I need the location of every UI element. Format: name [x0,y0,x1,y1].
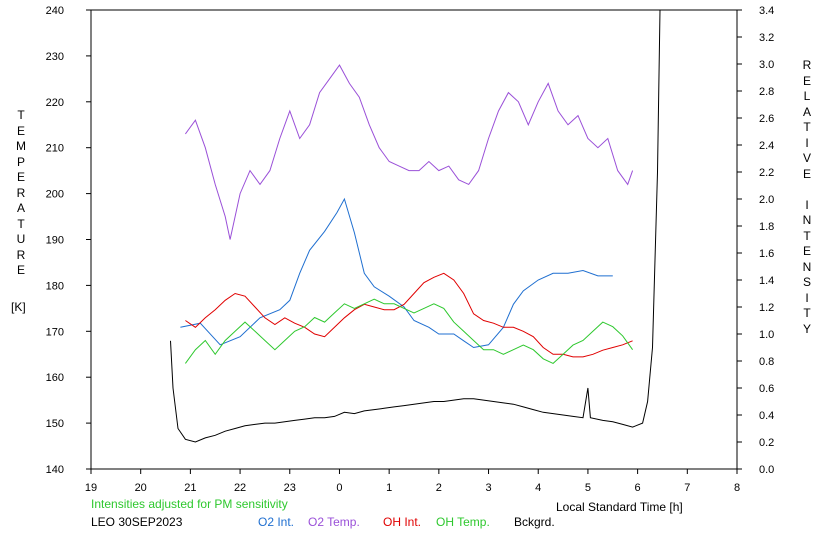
y-left-tick-label: 230 [46,51,64,63]
x-tick-label: 8 [734,482,740,494]
station-label: LEO 30SEP2023 [91,515,183,529]
series-o2-int [180,197,613,349]
y-right-tick-label: 2.6 [759,113,774,125]
y-left-tick-label: 240 [46,5,64,17]
axis-label-letter: S [802,275,811,289]
y-right-tick-label: 0.4 [759,410,774,422]
series-bckgrd [170,9,661,443]
axis-label-letter: A [802,104,811,119]
x-tick-label: 7 [684,482,690,494]
x-tick-label: 4 [535,482,541,494]
pm-note: Intensities adjusted for PM sensitivity [91,497,288,511]
axis-label-letter: P [16,154,25,169]
axis-label-letter: E [802,73,811,88]
plot-frame [90,9,738,470]
x-tick-label: 23 [284,482,296,494]
x-tick-label: 5 [585,482,591,494]
y-right-tick-label: 2.4 [759,140,774,152]
axis-label-letter: E [16,123,25,138]
y-left-tick-label: 150 [46,418,64,430]
legend-oh-int: OH Int. [383,515,422,529]
y-left-tick-label: 190 [46,235,64,247]
axis-label-letter: R [16,185,26,200]
y-left-tick-label: 210 [46,143,64,155]
y-left-tick-label: 200 [46,189,64,201]
y-right-tick-label: 3.2 [759,32,774,44]
y-axis-left: 140 150 160 170 180 190 200 210 220 230 240 [46,5,91,476]
y-left-tick-label: 220 [46,97,64,109]
axis-label-letter: T [803,120,811,134]
y-right-tick-label: 2.2 [759,167,774,179]
y-left-tick-label: 180 [46,280,64,292]
axis-label-letter: M [16,139,26,153]
x-tick-label: 21 [184,482,196,494]
x-tick-label: 3 [485,482,491,494]
axis-label-letter: I [805,290,809,305]
legend-o2-temp: O2 Temp. [308,515,360,529]
legend-bckgrd: Bckgrd. [514,515,555,529]
y-right-tick-label: 0.6 [759,383,774,395]
y-right-tick-label: 3.0 [759,59,774,71]
y-right-tick-label: 0.2 [759,437,774,449]
y-right-tick-label: 1.4 [759,275,774,287]
x-tick-label: 20 [135,482,147,494]
x-tick-label: 19 [85,482,97,494]
axis-label-letter: E [802,166,811,181]
axis-label-letter: I [805,135,809,150]
y-right-tick-label: 2.8 [759,86,774,98]
axis-label-letter: T [803,306,811,320]
legend-oh-temp: OH Temp. [436,515,490,529]
x-tick-label: 6 [635,482,641,494]
x-axis: 19 20 21 22 23 0 1 2 3 4 5 6 7 8 [85,469,740,494]
x-tick-label: 2 [436,482,442,494]
axis-label-letter: T [17,216,25,231]
axis-label-letter: T [803,228,811,243]
axis-label-letter: T [17,108,25,122]
y-right-tick-label: 1.6 [759,248,774,260]
axis-label-letter: Y [802,321,811,336]
series-group [170,9,661,443]
axis-label-letter: E [16,263,25,277]
x-axis-label: Local Standard Time [h] [556,500,683,514]
y-right-tick-label: 0.0 [759,464,774,476]
y-right-tick-label: 1.0 [759,329,774,341]
axis-label-letter [800,182,814,198]
axis-label-letter: R [802,58,812,72]
axis-label-letter: U [16,232,26,246]
legend-o2-int: O2 Int. [258,515,295,529]
x-tick-label: 0 [336,482,342,494]
axis-label-letter: N [802,259,812,274]
x-tick-label: 22 [234,482,246,494]
axis-label-letter: E [16,170,25,184]
axis-label-letter: L [803,89,811,103]
y-right-tick-label: 1.8 [759,221,774,233]
axis-label-letter: I [805,197,809,212]
axis-label-letter: N [802,213,812,227]
y-right-tick-label: 1.2 [759,302,774,314]
axis-label-letter: R [16,247,26,262]
y-right-tick-label: 2.0 [759,194,774,206]
x-tick-label: 1 [386,482,392,494]
series-o2-temp [184,64,634,240]
y-left-tick-label: 140 [46,464,64,476]
axis-label-letter: E [802,244,811,258]
y-left-tick-label: 170 [46,326,64,338]
series-oh-temp [184,298,634,364]
y-left-tick-label: 160 [46,372,64,384]
y-right-tick-label: 3.4 [759,5,774,17]
y-axis-left-unit: [K] [11,300,26,314]
axis-label-letter: V [802,151,811,165]
series-oh-int [185,272,633,358]
y-axis-right: 0.0 0.2 0.4 0.6 0.8 1.0 1.2 1.4 1.6 1.8 2.0 2.2 2.4 2… [737,5,774,476]
y-right-tick-label: 0.8 [759,356,774,368]
axis-label-letter: A [16,201,25,215]
